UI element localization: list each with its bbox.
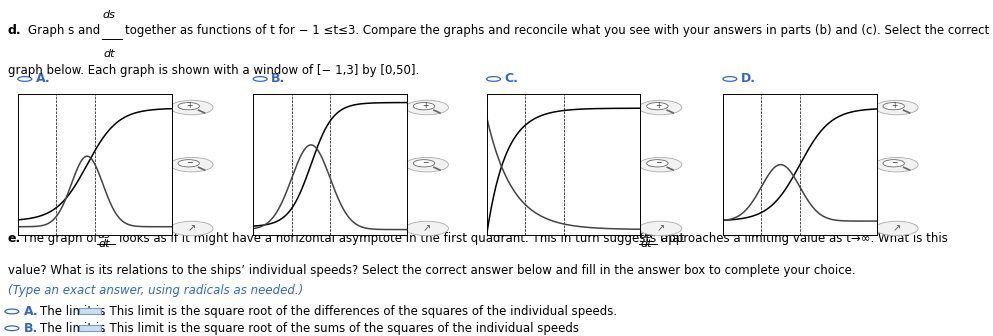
Circle shape	[170, 221, 213, 236]
Circle shape	[18, 77, 32, 81]
Text: +: +	[655, 101, 661, 110]
Text: approaches a limiting value as t→∞. What is this: approaches a limiting value as t→∞. What…	[661, 232, 948, 245]
Text: . This limit is the square root of the differences of the squares of the individ: . This limit is the square root of the d…	[102, 305, 618, 318]
Circle shape	[646, 102, 668, 110]
Circle shape	[875, 100, 919, 115]
Text: −: −	[892, 159, 898, 167]
Circle shape	[405, 221, 449, 236]
Circle shape	[5, 326, 19, 331]
Circle shape	[638, 221, 682, 236]
Text: The limit is: The limit is	[40, 305, 105, 318]
Text: dt: dt	[103, 49, 115, 59]
Circle shape	[875, 221, 919, 236]
Circle shape	[178, 102, 200, 110]
Text: −: −	[655, 159, 661, 167]
Circle shape	[405, 100, 449, 115]
Text: −: −	[422, 159, 428, 167]
Text: B.: B.	[271, 73, 285, 85]
Text: ↗: ↗	[656, 223, 664, 234]
Text: The limit is: The limit is	[40, 322, 105, 335]
FancyBboxPatch shape	[79, 325, 101, 331]
Text: A.: A.	[36, 73, 51, 85]
Circle shape	[405, 157, 449, 172]
Circle shape	[413, 160, 435, 167]
Text: . This limit is the square root of the sums of the squares of the individual spe: . This limit is the square root of the s…	[102, 322, 579, 335]
Text: B.: B.	[24, 322, 38, 335]
Circle shape	[883, 160, 905, 167]
Circle shape	[5, 309, 19, 314]
Text: graph below. Each graph is shown with a window of [− 1,3] by [0,50].: graph below. Each graph is shown with a …	[8, 64, 419, 77]
Text: dt: dt	[640, 239, 652, 249]
Text: C.: C.	[504, 73, 518, 85]
Text: together as functions of t for − 1 ≤t≤3. Compare the graphs and reconcile what y: together as functions of t for − 1 ≤t≤3.…	[125, 24, 989, 37]
Text: looks as if it might have a horizontal asymptote in the first quadrant. This in : looks as if it might have a horizontal a…	[119, 232, 684, 245]
Text: value? What is its relations to the ships’ individual speeds? Select the correct: value? What is its relations to the ship…	[8, 264, 856, 277]
Text: +: +	[422, 101, 428, 110]
Text: D.: D.	[741, 73, 756, 85]
Circle shape	[170, 100, 213, 115]
Text: ds: ds	[97, 229, 110, 240]
Text: ds: ds	[639, 229, 652, 240]
Circle shape	[646, 160, 668, 167]
Text: ↗: ↗	[423, 223, 431, 234]
Circle shape	[883, 102, 905, 110]
Text: ↗: ↗	[188, 223, 196, 234]
Circle shape	[170, 157, 213, 172]
Circle shape	[178, 160, 200, 167]
Circle shape	[875, 157, 919, 172]
Text: The graph of: The graph of	[22, 232, 97, 245]
Text: A.: A.	[24, 305, 39, 318]
Text: (Type an exact answer, using radicals as needed.): (Type an exact answer, using radicals as…	[8, 284, 303, 297]
Circle shape	[638, 100, 682, 115]
Circle shape	[253, 77, 267, 81]
Text: −: −	[187, 159, 193, 167]
Text: ↗: ↗	[893, 223, 901, 234]
Text: d.: d.	[8, 24, 22, 37]
Circle shape	[413, 102, 435, 110]
Text: e.: e.	[8, 232, 21, 245]
Text: ds: ds	[102, 10, 115, 20]
Circle shape	[723, 77, 737, 81]
FancyBboxPatch shape	[79, 308, 101, 314]
Text: +: +	[187, 101, 193, 110]
Text: Graph s and: Graph s and	[28, 24, 100, 37]
Text: +: +	[892, 101, 898, 110]
Circle shape	[638, 157, 682, 172]
Circle shape	[487, 77, 500, 81]
Text: dt: dt	[98, 239, 110, 249]
